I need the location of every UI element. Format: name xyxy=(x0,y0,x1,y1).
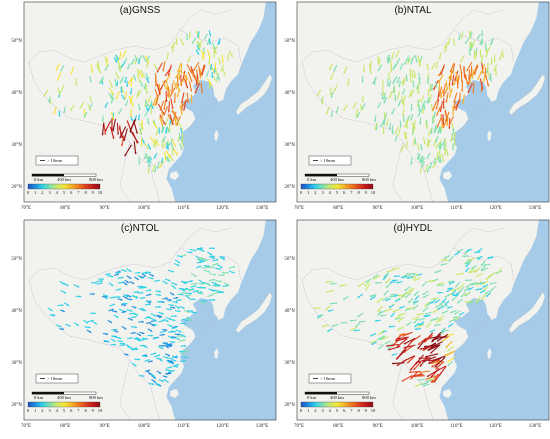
panel-title: (d)HYDL xyxy=(394,223,433,234)
latitude-label: 20°N xyxy=(284,185,295,190)
longitude-label: 130°E xyxy=(529,206,542,211)
longitude-label: 110°E xyxy=(177,206,189,211)
reference-arrow-label: > 10mm xyxy=(47,376,63,381)
colorbar-tick: 1 xyxy=(34,408,36,413)
longitude-label: 70°E xyxy=(294,424,304,429)
latitude-label: 40°N xyxy=(11,91,22,96)
colorbar-tick: 10 xyxy=(371,190,376,195)
scale-label: 800 km xyxy=(89,177,103,182)
latitude-label: 40°N xyxy=(284,309,295,314)
reference-arrow-label: > 10mm xyxy=(47,158,63,163)
latitude-label: 40°N xyxy=(284,91,295,96)
latitude-label: 50°N xyxy=(11,39,22,44)
longitude-label: 130°E xyxy=(529,424,542,429)
scale-label: 400 km xyxy=(57,395,71,400)
longitude-label: 80°E xyxy=(60,206,70,211)
longitude-label: 90°E xyxy=(373,206,383,211)
longitude-label: 100°E xyxy=(411,424,424,429)
panel-title: (c)NTOL xyxy=(121,223,160,234)
colorbar-tick: 2 xyxy=(314,190,316,195)
colorbar-tick: 1 xyxy=(34,190,36,195)
latitude-label: 50°N xyxy=(284,39,295,44)
longitude-label: 80°E xyxy=(60,424,70,429)
scale-label: 0 km xyxy=(307,177,317,182)
longitude-label: 90°E xyxy=(100,206,110,211)
map-body xyxy=(297,220,549,420)
scale-bar-segment xyxy=(32,392,64,394)
map-panel-ntol: (c)NTOL 50°N 40°N 30°N 20°N 70°E 80°E 90°E 100°E… xyxy=(11,220,276,429)
panel-title: (b)NTAL xyxy=(394,5,431,16)
longitude-label: 80°E xyxy=(333,424,343,429)
longitude-label: 90°E xyxy=(100,424,110,429)
colorbar-tick: 10 xyxy=(98,408,103,413)
longitude-label: 70°E xyxy=(21,424,31,429)
scale-label: 0 km xyxy=(34,177,44,182)
colorbar xyxy=(301,184,373,189)
longitude-label: 80°E xyxy=(333,206,343,211)
colorbar xyxy=(28,184,100,189)
longitude-label: 100°E xyxy=(138,424,151,429)
latitude-label: 30°N xyxy=(11,143,22,148)
map-body xyxy=(24,2,276,202)
colorbar-tick: 10 xyxy=(371,408,376,413)
colorbar-tick: 1 xyxy=(307,408,309,413)
longitude-label: 120°E xyxy=(489,206,502,211)
map-body xyxy=(24,220,276,420)
longitude-label: 110°E xyxy=(177,424,189,429)
colorbar-tick: 10 xyxy=(98,190,103,195)
longitude-label: 110°E xyxy=(450,206,462,211)
scale-label: 800 km xyxy=(362,177,376,182)
colorbar-tick: 2 xyxy=(41,190,43,195)
scale-label: 400 km xyxy=(330,177,344,182)
scale-label: 800 km xyxy=(362,395,376,400)
longitude-label: 120°E xyxy=(489,424,502,429)
scale-label: 0 km xyxy=(34,395,44,400)
map-panel-ntal: (b)NTAL 50°N 40°N 30°N 20°N 70°E 80°E 90°E 100°E… xyxy=(284,2,549,211)
colorbar xyxy=(301,402,373,407)
longitude-label: 100°E xyxy=(138,206,151,211)
latitude-label: 30°N xyxy=(284,361,295,366)
scale-bar-segment xyxy=(32,174,64,176)
latitude-label: 50°N xyxy=(11,257,22,262)
latitude-label: 30°N xyxy=(284,143,295,148)
colorbar-tick: 1 xyxy=(307,190,309,195)
colorbar xyxy=(28,402,100,407)
longitude-label: 110°E xyxy=(450,424,462,429)
scale-bar-segment xyxy=(305,174,337,176)
latitude-label: 20°N xyxy=(11,403,22,408)
scale-label: 0 km xyxy=(307,395,317,400)
latitude-label: 20°N xyxy=(11,185,22,190)
map-panel-hydl: (d)HYDL 50°N 40°N 30°N 20°N 70°E 80°E 90°E 100°E… xyxy=(284,220,549,429)
latitude-label: 40°N xyxy=(11,309,22,314)
longitude-label: 130°E xyxy=(256,424,269,429)
latitude-label: 30°N xyxy=(11,361,22,366)
latitude-label: 20°N xyxy=(284,403,295,408)
longitude-label: 120°E xyxy=(216,206,229,211)
latitude-label: 50°N xyxy=(284,257,295,262)
longitude-label: 130°E xyxy=(256,206,269,211)
longitude-label: 90°E xyxy=(373,424,383,429)
colorbar-tick: 2 xyxy=(41,408,43,413)
scale-bar-segment xyxy=(305,392,337,394)
panel-title: (a)GNSS xyxy=(120,5,161,16)
map-body xyxy=(297,2,549,202)
reference-arrow-label: > 10mm xyxy=(320,158,336,163)
longitude-label: 70°E xyxy=(21,206,31,211)
colorbar-tick: 2 xyxy=(314,408,316,413)
scale-label: 400 km xyxy=(330,395,344,400)
map-panel-gnss: (a)GNSS 50°N 40°N 30°N 20°N 70°E 80°E 90°E 100°E… xyxy=(11,2,276,211)
longitude-label: 70°E xyxy=(294,206,304,211)
longitude-label: 120°E xyxy=(216,424,229,429)
scale-label: 800 km xyxy=(89,395,103,400)
scale-label: 400 km xyxy=(57,177,71,182)
reference-arrow-label: > 10mm xyxy=(320,376,336,381)
longitude-label: 100°E xyxy=(411,206,424,211)
